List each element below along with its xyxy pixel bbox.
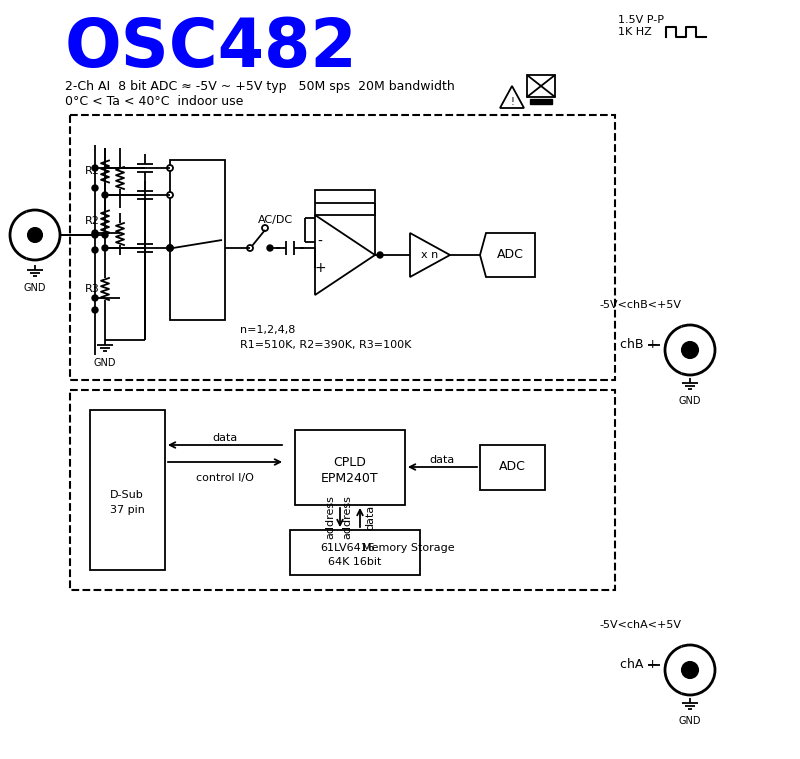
Text: chB +: chB + — [620, 339, 658, 351]
Bar — [527, 75, 555, 97]
Text: data: data — [365, 505, 375, 530]
Circle shape — [92, 307, 98, 313]
Circle shape — [682, 662, 698, 678]
Text: !: ! — [510, 97, 514, 107]
Text: GND: GND — [678, 716, 702, 726]
Circle shape — [102, 192, 108, 198]
Text: GND: GND — [678, 396, 702, 406]
Bar — [480, 445, 545, 490]
Text: ADC: ADC — [497, 248, 524, 262]
Text: 61LV6416: 61LV6416 — [320, 543, 374, 553]
Text: OSC482: OSC482 — [65, 15, 358, 81]
Text: R3: R3 — [86, 284, 100, 294]
Polygon shape — [480, 233, 535, 277]
Text: GND: GND — [94, 358, 116, 368]
Text: D-Sub: D-Sub — [110, 490, 144, 500]
Text: AC/DC: AC/DC — [258, 215, 293, 225]
Circle shape — [167, 245, 173, 251]
Text: 2-Ch AI  8 bit ADC ≈ -5V ~ +5V typ   50M sps  20M bandwidth: 2-Ch AI 8 bit ADC ≈ -5V ~ +5V typ 50M sp… — [65, 80, 454, 93]
Bar — [290, 530, 420, 575]
Circle shape — [92, 232, 98, 238]
Circle shape — [262, 225, 268, 231]
Text: -5V<chB<+5V: -5V<chB<+5V — [599, 300, 681, 310]
Circle shape — [92, 165, 98, 171]
Text: data: data — [212, 433, 238, 443]
Circle shape — [682, 342, 698, 358]
Bar — [70, 115, 615, 380]
Text: -: - — [318, 235, 322, 249]
Bar — [90, 410, 165, 570]
Text: n=1,2,4,8: n=1,2,4,8 — [240, 325, 295, 335]
Text: -5V<chA<+5V: -5V<chA<+5V — [599, 620, 681, 630]
Text: R1: R1 — [86, 166, 100, 177]
Polygon shape — [410, 233, 450, 277]
Circle shape — [167, 192, 173, 198]
Text: 1K HZ: 1K HZ — [618, 27, 652, 37]
Text: R1=510K, R2=390K, R3=100K: R1=510K, R2=390K, R3=100K — [240, 340, 411, 350]
Bar — [315, 190, 375, 215]
Circle shape — [377, 252, 383, 258]
Text: +: + — [314, 261, 326, 275]
Circle shape — [92, 230, 98, 236]
Text: 1.5V P-P: 1.5V P-P — [618, 15, 664, 25]
Text: EPM240T: EPM240T — [321, 471, 379, 484]
Text: R2: R2 — [85, 216, 100, 226]
Circle shape — [167, 245, 173, 251]
Text: ADC: ADC — [498, 461, 526, 474]
Circle shape — [28, 228, 42, 242]
Text: address: address — [342, 496, 352, 540]
Text: data: data — [430, 455, 455, 465]
Text: 0°C < Ta < 40°C  indoor use: 0°C < Ta < 40°C indoor use — [65, 95, 243, 108]
Circle shape — [92, 185, 98, 191]
Circle shape — [102, 232, 108, 238]
Circle shape — [92, 295, 98, 301]
Circle shape — [267, 245, 273, 251]
Bar — [530, 99, 552, 104]
Text: GND: GND — [24, 283, 46, 293]
Circle shape — [247, 245, 253, 251]
Text: 64K 16bit: 64K 16bit — [328, 557, 382, 567]
Text: control I/O: control I/O — [196, 473, 254, 483]
Circle shape — [167, 165, 173, 171]
Circle shape — [102, 245, 108, 251]
Bar — [70, 390, 615, 590]
Circle shape — [92, 247, 98, 253]
Bar — [170, 160, 225, 320]
Bar — [295, 430, 405, 505]
Text: 37 pin: 37 pin — [110, 505, 145, 515]
Text: CPLD: CPLD — [334, 455, 366, 468]
Polygon shape — [315, 215, 375, 295]
Text: Memory Storage: Memory Storage — [355, 543, 454, 553]
Text: address: address — [325, 495, 335, 539]
Text: x n: x n — [422, 250, 438, 260]
Text: chA +: chA + — [620, 659, 658, 672]
